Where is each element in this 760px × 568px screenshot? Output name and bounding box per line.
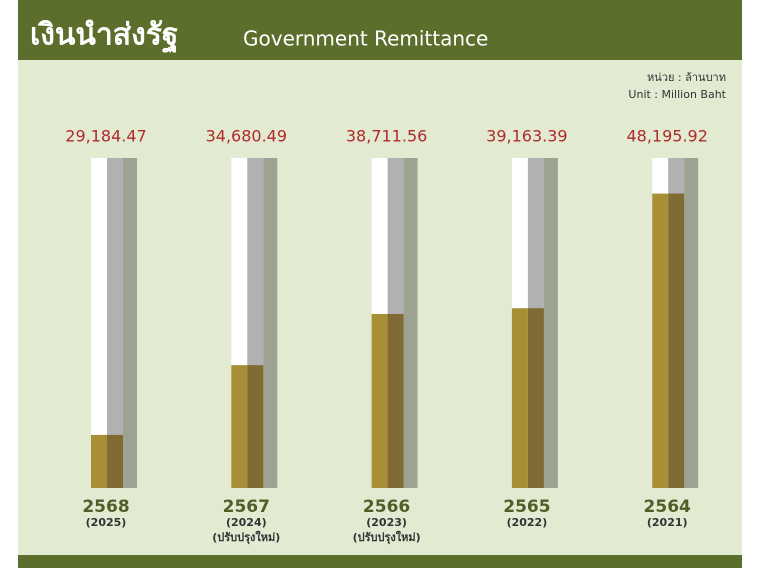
value-label: 29,184.47 [65,127,146,146]
bar-part [668,193,685,488]
bar [511,308,544,488]
x-tick-label: 2567 [223,497,270,517]
bar-part [652,193,669,488]
bar-track-mid [107,158,123,488]
bar-part [371,313,388,488]
value-label: 34,680.49 [206,127,287,146]
value-label: 48,195.92 [626,127,707,146]
chart-subtitle: Government Remittance [243,27,488,51]
footer-bar [18,555,742,568]
bar [231,365,264,488]
value-label: 38,711.56 [346,127,427,146]
bar-track-light [91,158,107,488]
bar-part [91,434,107,488]
bar-part [387,313,404,488]
bar-part [231,365,248,488]
x-tick-label: 2566 [363,497,410,517]
chart-title: เงินนำส่งรัฐ [30,18,178,55]
bar-part [527,308,544,488]
bar-part [247,365,264,488]
x-tick-label: 2565 [503,497,550,517]
bar-track-dark [123,158,137,488]
bar-part [107,434,123,488]
unit-en: Unit : Million Baht [628,88,726,101]
x-tick-year: (2024) [226,516,267,529]
x-tick-year: (2022) [507,516,548,529]
x-tick-year: (2021) [647,516,688,529]
bar-track-dark [543,158,558,488]
bar [91,434,123,488]
bar-track-dark [684,158,699,488]
bar-part [511,308,528,488]
value-label: 39,163.39 [486,127,567,146]
bar [371,313,404,488]
x-tick-year: (2025) [86,516,127,529]
x-tick-note: (ปรับปรุงใหม่) [353,530,421,545]
x-tick-year: (2023) [366,516,407,529]
x-tick-label: 2564 [644,497,691,517]
x-tick-note: (ปรับปรุงใหม่) [212,530,280,545]
unit-th: หน่วย : ล้านบาท [647,71,726,84]
bar-track-dark [403,158,418,488]
x-tick-label: 2568 [82,497,129,517]
bar-track-dark [263,158,278,488]
bar [652,193,685,488]
header-bar [18,0,742,60]
